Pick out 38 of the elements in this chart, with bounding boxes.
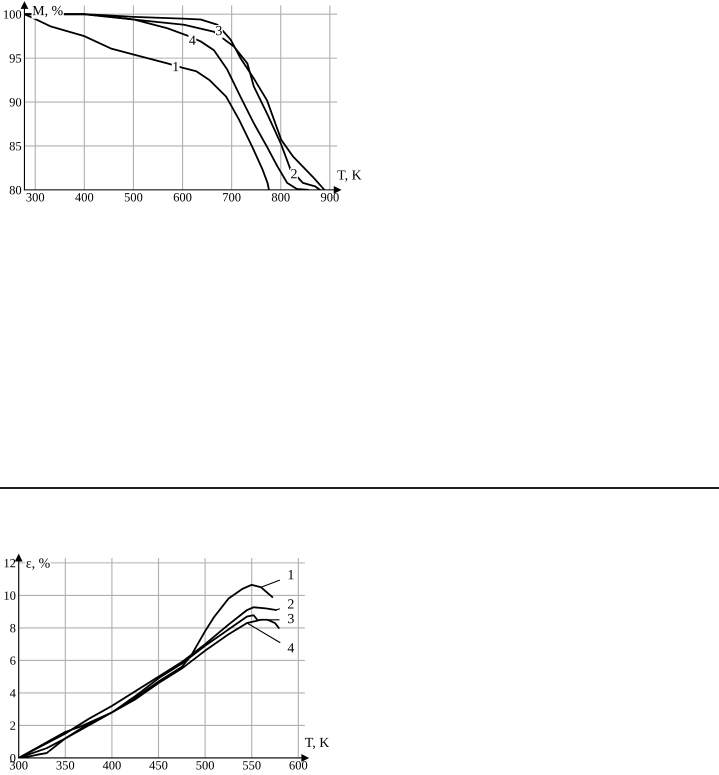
x-tick-label: 900 — [320, 193, 339, 202]
annotation: 4 — [288, 643, 294, 652]
y-tick-label: 4 — [10, 689, 16, 698]
y-tick-label: 12 — [4, 558, 16, 568]
x-tick-label: 700 — [223, 193, 241, 202]
y-tick-label: 10 — [4, 591, 16, 600]
x-tick-label: 400 — [75, 193, 94, 202]
y-tick-label: 0 — [10, 754, 16, 762]
y-tick-label: 80 — [10, 186, 22, 194]
annotation: 2 — [291, 169, 297, 178]
annotation: 1 — [288, 570, 294, 580]
y-tick-label: 95 — [10, 54, 22, 63]
y-tick-label: 8 — [10, 624, 16, 632]
x-axis-title: T, K — [337, 170, 362, 182]
y-axis-title: ε, % — [26, 558, 50, 570]
y-tick-label: 2 — [10, 721, 16, 730]
x-tick-label: 500 — [124, 193, 142, 202]
y-tick-label: 85 — [10, 142, 22, 150]
x-tick-label: 300 — [26, 193, 44, 202]
x-axis-title: T, K — [305, 738, 330, 750]
annotation: 1 — [173, 62, 178, 72]
annotation: 4 — [189, 36, 196, 45]
x-tick-label: 600 — [289, 761, 308, 770]
x-tick-label: 800 — [272, 193, 290, 202]
x-tick-label: 400 — [102, 761, 121, 770]
y-axis-title: M, % — [32, 6, 63, 18]
x-tick-label: 500 — [196, 761, 214, 770]
annotation: 2 — [288, 599, 294, 608]
annotation: 3 — [216, 26, 222, 36]
x-tick-label: 550 — [243, 761, 261, 770]
y-tick-label: 90 — [10, 98, 22, 106]
y-tick-label: 6 — [10, 656, 16, 665]
x-tick-label: 350 — [56, 761, 74, 770]
x-tick-label: 450 — [149, 761, 168, 770]
y-tick-label: 100 — [4, 10, 22, 19]
x-tick-label: 300 — [10, 761, 28, 770]
x-tick-label: 600 — [174, 193, 192, 202]
annotation: 3 — [288, 614, 294, 624]
